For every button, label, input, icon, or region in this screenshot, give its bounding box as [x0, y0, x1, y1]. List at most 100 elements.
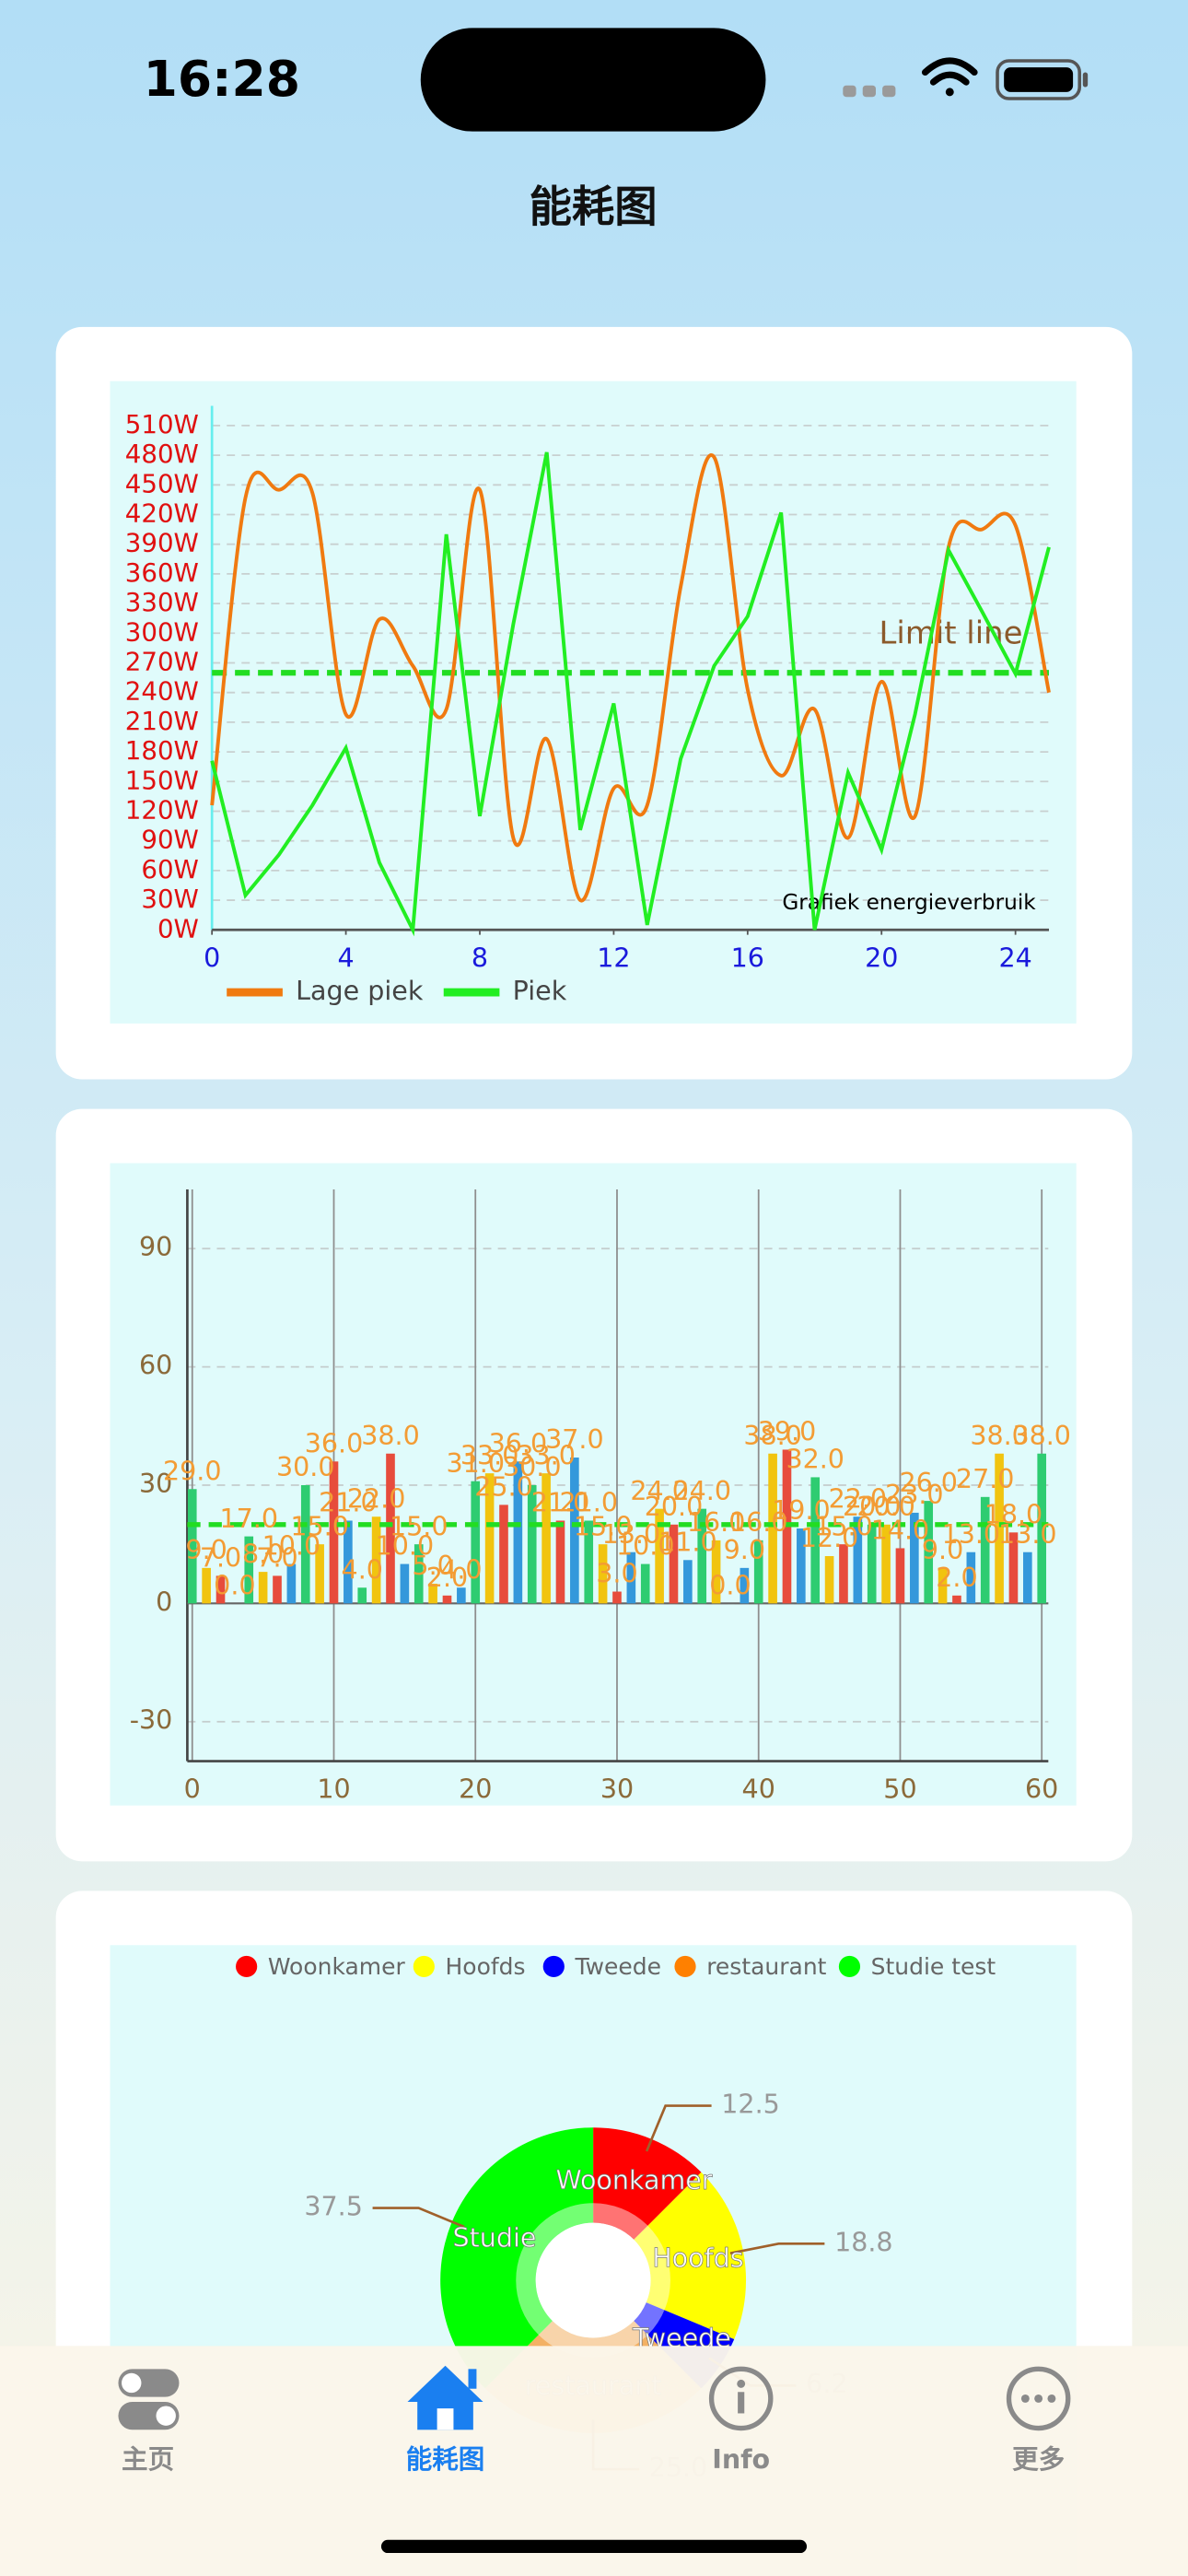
data-label: 25.0: [474, 1472, 533, 1503]
slice-label: Studie: [452, 2223, 536, 2254]
x-tick-label: 20: [865, 943, 898, 973]
bar: [357, 1587, 367, 1604]
tab-icon[interactable]: [118, 2369, 180, 2430]
bar: [1037, 1453, 1047, 1604]
bar: [315, 1544, 324, 1604]
tab-label[interactable]: 能耗图: [406, 2444, 485, 2475]
bar: [442, 1595, 452, 1604]
data-label: 30.0: [276, 1452, 335, 1482]
page-title: 能耗图: [530, 182, 658, 232]
data-label: 21.0: [319, 1488, 378, 1518]
data-label: 12.5: [721, 2090, 780, 2120]
legend-swatch: [413, 1955, 435, 1978]
chart-area: [110, 381, 1077, 1024]
data-label: 16.0: [687, 1507, 746, 1538]
bar: [329, 1461, 339, 1604]
legend-label: Hoofds: [446, 1953, 526, 1980]
bar: [910, 1512, 919, 1604]
leader-line: [372, 2207, 465, 2229]
bar: [258, 1572, 268, 1604]
data-label: 38.0: [970, 1421, 1029, 1451]
y-tick-label: 90: [139, 1232, 172, 1262]
bar: [669, 1524, 679, 1604]
y-tick-label: 120W: [125, 794, 199, 825]
bar: [400, 1563, 410, 1604]
data-label: 5.0: [412, 1551, 453, 1581]
legend-label: Tweede: [574, 1953, 661, 1980]
tab-icon[interactable]: [407, 2365, 483, 2430]
leader-line: [729, 2242, 825, 2255]
y-tick-label: 450W: [125, 468, 199, 498]
data-label: 37.5: [304, 2192, 363, 2222]
tab-label[interactable]: 更多: [1012, 2444, 1065, 2475]
x-tick-label: 16: [731, 943, 764, 973]
bar: [584, 1520, 594, 1604]
bar: [640, 1563, 650, 1604]
y-tick-label: 210W: [125, 706, 199, 736]
data-label: 18.8: [834, 2227, 893, 2257]
data-label: 31.0: [446, 1448, 505, 1479]
pie-slice: [440, 2127, 594, 2389]
y-tick-label: 270W: [125, 646, 199, 676]
data-label: 13.0: [602, 1519, 661, 1550]
data-label: 21.0: [531, 1488, 590, 1518]
legend-label: Piek: [513, 976, 567, 1006]
y-tick-label: 240W: [125, 676, 199, 707]
y-tick-label: 60W: [141, 854, 198, 884]
bar: [995, 1453, 1004, 1604]
y-tick-label: 0: [156, 1587, 172, 1617]
line-series: [210, 451, 1051, 937]
tab-icon[interactable]: [1006, 2366, 1071, 2431]
tab-label[interactable]: 主页: [122, 2444, 174, 2475]
bar: [1008, 1532, 1019, 1604]
bar: [753, 1540, 763, 1604]
bar: [952, 1595, 961, 1604]
data-label: 17.0: [219, 1504, 278, 1534]
data-label: 38.0: [743, 1421, 802, 1451]
data-label: 32.0: [786, 1445, 844, 1475]
bar: [187, 1489, 197, 1604]
bar: [895, 1548, 905, 1604]
bar: [457, 1587, 466, 1604]
bar: [344, 1520, 353, 1604]
bar: [966, 1551, 976, 1604]
legend-label: restaurant: [706, 1953, 826, 1980]
bar: [570, 1458, 579, 1604]
y-tick-label: 90W: [141, 825, 198, 855]
data-label: 12.0: [800, 1523, 859, 1553]
data-label: 15.0: [574, 1511, 633, 1541]
dynamic-island: [420, 28, 766, 132]
data-label: 15.0: [814, 1511, 873, 1541]
tab-icon[interactable]: [708, 2366, 774, 2431]
legend-swatch: [542, 1955, 565, 1978]
bar: [428, 1583, 437, 1604]
data-label: 29.0: [163, 1456, 222, 1486]
data-label: 8.0: [242, 1539, 284, 1569]
y-tick-label: -30: [130, 1705, 173, 1736]
data-label: 33.0: [460, 1440, 519, 1470]
data-label: 20.0: [645, 1492, 704, 1522]
data-label: 19.0: [772, 1495, 831, 1526]
data-label: 20.0: [843, 1492, 902, 1522]
data-label: 36.0: [489, 1428, 548, 1458]
data-label: 2.0: [426, 1563, 468, 1593]
bar: [924, 1501, 934, 1604]
x-tick-label: 40: [742, 1774, 775, 1805]
x-tick-label: 10: [317, 1774, 350, 1805]
bar: [810, 1477, 821, 1604]
tab-label[interactable]: Info: [712, 2444, 770, 2475]
x-tick-label: 4: [338, 943, 355, 973]
y-tick-label: 150W: [125, 765, 199, 795]
data-label: 18.0: [984, 1500, 1043, 1530]
y-tick-label: 390W: [125, 528, 199, 558]
data-label: 10.0: [616, 1531, 675, 1562]
bar: [499, 1505, 508, 1604]
bar: [740, 1567, 750, 1604]
data-label: 10.0: [262, 1531, 321, 1562]
y-tick-label: 420W: [125, 498, 199, 529]
slice-label: Hoofds: [652, 2243, 743, 2274]
slice-label: Woonkamer: [555, 2165, 712, 2195]
x-tick-label: 30: [600, 1774, 634, 1805]
bar: [980, 1496, 990, 1604]
